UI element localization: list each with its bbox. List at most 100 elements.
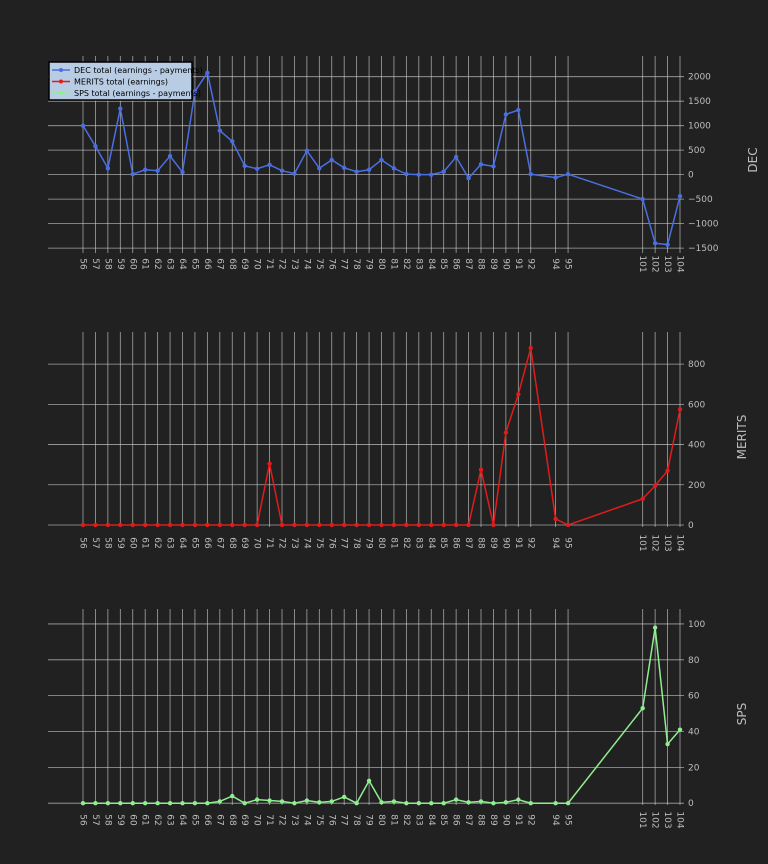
x-tick-label: 61 (140, 537, 150, 548)
data-point (192, 89, 198, 94)
data-point (491, 801, 496, 806)
data-point (130, 801, 135, 806)
data-point (354, 522, 359, 528)
data-point (341, 794, 347, 800)
x-tick-label: 59 (115, 537, 125, 549)
x-tick-label: 102 (650, 534, 660, 551)
x-tick-label: 71 (264, 258, 274, 269)
data-point (466, 175, 471, 181)
y-axis-label: MERITS (735, 415, 749, 460)
data-point (167, 153, 173, 159)
data-point (254, 166, 260, 171)
y-tick-label: 40 (688, 728, 700, 738)
x-tick-label: 88 (476, 537, 486, 549)
x-tick-label: 85 (438, 814, 448, 825)
data-point (242, 522, 247, 528)
legend-box (48, 61, 193, 101)
x-tick-label: 68 (227, 258, 237, 270)
data-point (267, 798, 272, 803)
x-tick-label: 102 (650, 811, 660, 828)
x-tick-label: 87 (463, 537, 473, 548)
data-point (503, 112, 509, 117)
data-point (565, 522, 571, 528)
data-point (553, 516, 558, 522)
data-point (640, 706, 645, 711)
data-point (416, 172, 422, 177)
data-point (217, 522, 223, 528)
x-tick-label: 57 (90, 537, 100, 548)
x-tick-label: 67 (214, 258, 224, 269)
x-tick-label: 103 (662, 811, 672, 828)
data-point (304, 798, 310, 803)
x-tick-label: 72 (277, 258, 287, 269)
x-tick-label: 81 (388, 814, 398, 825)
x-tick-label: 79 (364, 258, 374, 270)
x-tick-label: 92 (525, 814, 535, 825)
chart-panel-sps: 56 57 58 59 60 61 62 63 64 65 66 67 68 69 70 71 72 73 74 75… (48, 609, 749, 829)
x-tick-label: 91 (513, 258, 523, 269)
data-point (329, 799, 334, 804)
data-point (230, 793, 235, 799)
data-point (640, 196, 645, 202)
legend-entry: DEC total (earnings - payments) (74, 66, 203, 75)
x-tick-label: 103 (662, 534, 672, 551)
y-tick-label: 2000 (688, 73, 711, 83)
data-point (652, 625, 658, 630)
x-tick-label: 64 (177, 537, 187, 549)
data-point (230, 522, 235, 528)
data-point (478, 162, 484, 167)
x-tick-label: 90 (500, 814, 510, 826)
x-tick-label: 83 (413, 258, 423, 269)
x-tick-label: 75 (314, 814, 324, 825)
data-point (354, 169, 359, 174)
data-point (205, 70, 210, 75)
y-tick-label: 0 (688, 171, 694, 181)
x-tick-label: 71 (264, 814, 274, 825)
data-point (329, 522, 334, 528)
x-tick-label: 73 (289, 814, 299, 825)
x-tick-label: 66 (202, 814, 212, 826)
x-tick-label: 94 (550, 258, 560, 270)
y-tick-label: 20 (688, 763, 700, 773)
x-tick-label: 60 (127, 814, 137, 826)
data-point (677, 407, 683, 412)
data-point (379, 800, 384, 805)
x-tick-label: 103 (662, 255, 672, 272)
data-point (142, 167, 148, 172)
data-point (80, 123, 86, 128)
data-point (192, 801, 198, 806)
data-point (180, 801, 185, 806)
data-point (652, 483, 658, 488)
data-point (404, 522, 409, 528)
data-point (565, 801, 571, 806)
x-tick-label: 87 (463, 814, 473, 825)
data-point (142, 522, 148, 528)
data-point (441, 169, 446, 174)
x-tick-label: 104 (675, 534, 685, 551)
data-point (379, 157, 384, 163)
y-tick-label: 1500 (688, 97, 711, 107)
y-tick-label: 80 (688, 656, 700, 666)
data-point (105, 801, 111, 806)
x-tick-label: 90 (500, 258, 510, 270)
x-tick-label: 66 (202, 258, 212, 270)
data-point (677, 193, 683, 199)
data-point (205, 522, 210, 528)
x-tick-label: 91 (513, 537, 523, 548)
x-tick-label: 76 (326, 814, 336, 826)
x-tick-label: 83 (413, 814, 423, 825)
x-tick-label: 104 (675, 255, 685, 272)
data-point (553, 801, 558, 806)
x-tick-label: 58 (102, 258, 112, 270)
data-point (279, 522, 285, 528)
x-tick-label: 62 (152, 814, 162, 825)
x-tick-label: 80 (376, 537, 386, 549)
x-tick-label: 88 (476, 814, 486, 826)
data-point (404, 801, 409, 806)
x-tick-label: 86 (451, 258, 461, 270)
data-point (491, 164, 496, 169)
data-point (466, 522, 471, 528)
data-point (503, 800, 509, 805)
data-point (130, 522, 135, 528)
legend-entry: SPS total (earnings - payments) (74, 89, 201, 98)
